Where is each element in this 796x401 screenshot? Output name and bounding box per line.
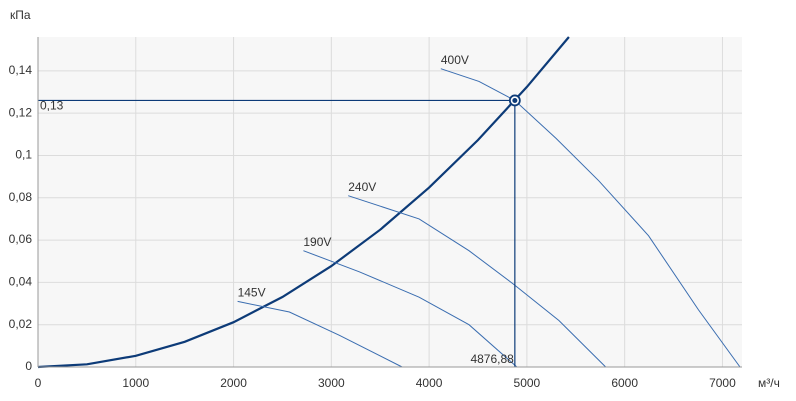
series-line: [37, 36, 570, 369]
op-x-label: 4876,88: [470, 352, 514, 366]
series-label: 400V: [441, 53, 469, 67]
op-y-label: 0,13: [40, 99, 64, 113]
series-label: 190V: [303, 235, 331, 249]
x-tick-label: 5000: [514, 376, 541, 390]
y-tick-label: 0,08: [9, 190, 33, 204]
x-tick-label: 6000: [611, 376, 638, 390]
x-tick-label: 2000: [220, 376, 247, 390]
y-tick-label: 0: [25, 359, 32, 373]
x-tick-label: 4000: [416, 376, 443, 390]
series-line: [303, 250, 518, 368]
series-line: [348, 195, 607, 368]
series-label: 145V: [238, 286, 266, 300]
y-tick-label: 0,12: [9, 105, 33, 119]
x-tick-label: 0: [35, 376, 42, 390]
series-line: [237, 300, 403, 368]
y-tick-label: 0,04: [9, 275, 33, 289]
op-point-core: [512, 97, 518, 103]
y-tick-label: 0,02: [9, 317, 33, 331]
y-tick-label: 0,06: [9, 232, 33, 246]
y-axis-label: кПа: [10, 8, 31, 22]
x-tick-label: 3000: [318, 376, 345, 390]
series-label: 240V: [348, 180, 376, 194]
y-tick-label: 0,14: [9, 63, 33, 77]
x-tick-label: 1000: [122, 376, 149, 390]
y-tick-label: 0,1: [15, 148, 32, 162]
plot-area: [38, 37, 742, 367]
series-line: [440, 68, 741, 368]
x-axis-label: м³/ч: [758, 376, 780, 390]
x-tick-label: 7000: [709, 376, 736, 390]
